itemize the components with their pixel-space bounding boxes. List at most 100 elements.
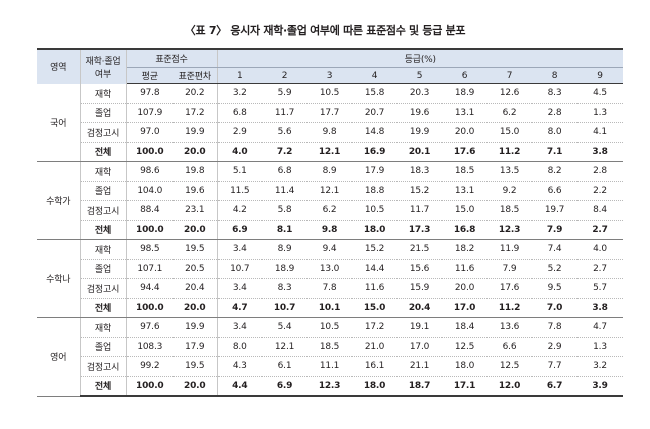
grade-cell: 5.6 — [262, 122, 308, 143]
grade-cell: 11.7 — [397, 200, 443, 221]
mean-cell: 97.0 — [126, 122, 173, 143]
grade-cell: 17.7 — [307, 103, 353, 123]
area-label: 국어 — [37, 83, 81, 162]
grade-cell: 3.2 — [577, 356, 624, 377]
grade-cell: 7.7 — [532, 356, 578, 377]
mean-cell: 97.6 — [126, 317, 173, 338]
grade-cell: 20.4 — [397, 298, 443, 318]
stddev-cell: 17.9 — [173, 337, 218, 357]
grade-cell: 13.6 — [487, 317, 533, 338]
grade-cell: 18.9 — [262, 259, 308, 279]
header-grade-number: 7 — [487, 67, 533, 84]
table-row: 검정고시 97.0 19.9 2.9 5.6 9.8 14.8 19.9 20.0 15.0 8.0… — [37, 122, 624, 143]
header-status-line2: 여부 — [94, 69, 112, 80]
status-cell: 재학 — [80, 239, 127, 260]
grade-cell: 20.1 — [397, 142, 443, 162]
grade-cell: 19.1 — [397, 317, 443, 338]
grade-cell: 6.2 — [487, 103, 533, 123]
grade-cell: 7.4 — [532, 239, 578, 260]
stddev-cell: 19.9 — [173, 317, 218, 338]
grade-cell: 7.9 — [487, 259, 533, 279]
table-row: 졸업 107.9 17.2 6.8 11.7 17.7 20.7 19.6 13.1 6.2 2.8… — [37, 103, 624, 123]
grade-cell: 9.4 — [307, 239, 353, 260]
grade-cell: 7.1 — [532, 142, 578, 162]
table-body: 국어 재학 97.8 20.2 3.2 5.9 10.5 15.8 20.3 18.9 12.6 8.… — [37, 83, 624, 397]
header-standard-score: 표준점수 — [126, 48, 218, 68]
grade-cell: 2.8 — [577, 161, 624, 182]
grade-cell: 5.4 — [262, 317, 308, 338]
stddev-cell: 19.8 — [173, 161, 218, 182]
grade-cell: 7.2 — [262, 142, 308, 162]
grade-cell: 12.5 — [442, 337, 488, 357]
table-row: 수학나 재학 98.5 19.5 3.4 8.9 9.4 15.2 21.5 18.2 11.9 7.… — [37, 239, 624, 318]
grade-cell: 8.1 — [262, 220, 308, 240]
grade-cell: 18.0 — [352, 220, 398, 240]
grade-cell: 8.3 — [262, 278, 308, 299]
status-cell: 졸업 — [80, 181, 127, 201]
table-row: 졸업 108.3 17.9 8.0 12.1 18.5 21.0 17.0 12.5 6.6 2.9… — [37, 337, 624, 357]
grade-cell: 18.2 — [442, 239, 488, 260]
grade-cell: 4.0 — [217, 142, 263, 162]
grade-cell: 18.5 — [442, 161, 488, 182]
grade-cell: 2.7 — [577, 259, 624, 279]
table-row: 영어 재학 97.6 19.9 3.4 5.4 10.5 17.2 19.1 18.4 13.6 7.… — [37, 317, 624, 397]
header-grade-number: 3 — [307, 67, 353, 84]
header-area: 영역 — [37, 48, 81, 84]
mean-cell: 104.0 — [126, 181, 173, 201]
mean-cell: 98.5 — [126, 239, 173, 260]
mean-cell: 107.1 — [126, 259, 173, 279]
grade-cell: 9.8 — [307, 122, 353, 143]
grade-cell: 13.0 — [307, 259, 353, 279]
grade-cell: 14.4 — [352, 259, 398, 279]
status-cell: 재학 — [80, 161, 127, 182]
table-row: 졸업 107.1 20.5 10.7 18.9 13.0 14.4 15.6 11.6 7.9 5.… — [37, 259, 624, 279]
grade-cell: 4.7 — [577, 317, 624, 338]
status-cell: 졸업 — [80, 337, 127, 357]
header-grade-number: 2 — [262, 67, 308, 84]
grade-cell: 15.2 — [352, 239, 398, 260]
grade-cell: 8.9 — [262, 239, 308, 260]
grade-cell: 4.2 — [217, 200, 263, 221]
grade-cell: 9.8 — [307, 220, 353, 240]
status-cell: 검정고시 — [80, 122, 127, 143]
stddev-cell: 20.5 — [173, 259, 218, 279]
grade-cell: 11.7 — [262, 103, 308, 123]
status-cell: 검정고시 — [80, 278, 127, 299]
grade-cell: 6.9 — [262, 376, 308, 397]
grade-cell: 2.9 — [217, 122, 263, 143]
table-row: 검정고시 94.4 20.4 3.4 8.3 7.8 11.6 15.9 20.0 17.6 9.5… — [37, 278, 624, 299]
header-grade-number: 4 — [352, 67, 398, 84]
grade-cell: 12.3 — [307, 376, 353, 397]
stddev-cell: 20.2 — [173, 83, 218, 104]
header-grade-number: 1 — [217, 67, 263, 84]
grade-cell: 17.0 — [397, 337, 443, 357]
grade-cell: 8.2 — [532, 161, 578, 182]
grade-cell: 21.5 — [397, 239, 443, 260]
grade-cell: 10.5 — [307, 83, 353, 104]
grade-cell: 15.8 — [352, 83, 398, 104]
grade-cell: 6.6 — [532, 181, 578, 201]
table-row: 검정고시 88.4 23.1 4.2 5.8 6.2 10.5 11.7 15.0 18.5 19.… — [37, 200, 624, 221]
header-grade: 등급(%) — [217, 48, 624, 68]
grade-cell: 3.9 — [577, 376, 624, 397]
stddev-cell: 20.4 — [173, 278, 218, 299]
grade-cell: 12.1 — [307, 181, 353, 201]
area-label: 영어 — [37, 317, 81, 397]
grade-cell: 17.0 — [442, 298, 488, 318]
grade-cell: 16.8 — [442, 220, 488, 240]
grade-cell: 6.8 — [262, 161, 308, 182]
mean-cell: 94.4 — [126, 278, 173, 299]
header-grade-number: 5 — [397, 67, 443, 84]
grade-cell: 6.7 — [532, 376, 578, 397]
score-distribution-table: 영역 재학·졸업 여부 표준점수 등급(%) 평균 표준편차 1 2 3 4 5… — [37, 48, 624, 397]
grade-cell: 4.4 — [217, 376, 263, 397]
stddev-cell: 19.5 — [173, 356, 218, 377]
table-row: 전체 100.0 20.0 4.0 7.2 12.1 16.9 20.1 17.6 11.2 7.1… — [37, 142, 624, 162]
table-row: 국어 재학 97.8 20.2 3.2 5.9 10.5 15.8 20.3 18.9 12.6 8.… — [37, 83, 624, 162]
grade-cell: 5.9 — [262, 83, 308, 104]
mean-cell: 88.4 — [126, 200, 173, 221]
table-row: 수학가 재학 98.6 19.8 5.1 6.8 8.9 17.9 18.3 18.5 13.5 8.… — [37, 161, 624, 240]
header-grade-number: 8 — [532, 67, 578, 84]
grade-cell: 11.9 — [487, 239, 533, 260]
mean-cell: 97.8 — [126, 83, 173, 104]
